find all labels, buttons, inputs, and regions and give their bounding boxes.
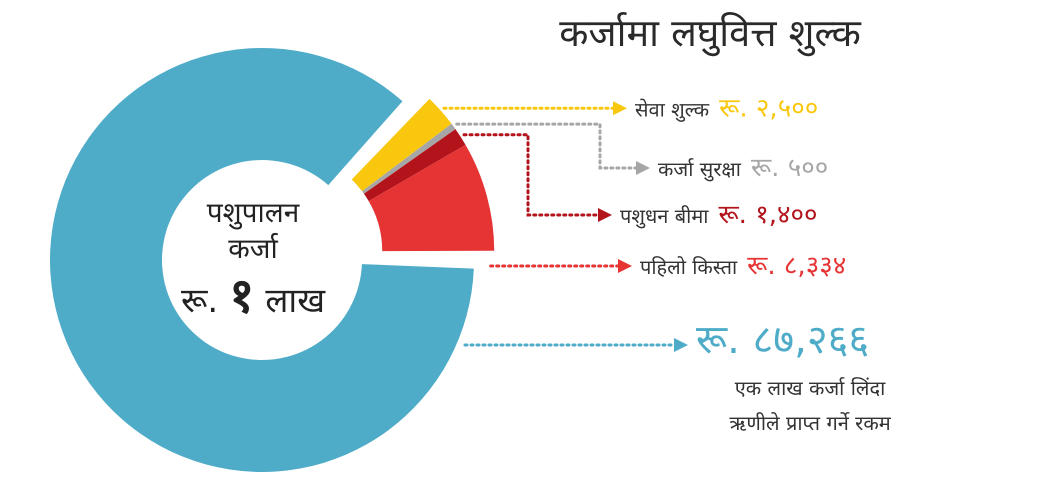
arrow-icon — [598, 208, 612, 222]
slice-value: रू. २,५०० — [719, 93, 818, 123]
slice-label-security: कर्जा सुरक्षा रू. ५०० — [658, 153, 828, 183]
slices-group — [50, 47, 495, 473]
arrow-icon — [674, 338, 688, 352]
slice-security — [362, 123, 456, 194]
center-amount-suffix: लाख — [265, 281, 326, 321]
slice-label-received: रू. ८७,२६६ — [696, 317, 869, 363]
slice-service-fee — [351, 98, 452, 192]
arrow-icon — [613, 101, 627, 116]
callout-line-insurance — [462, 133, 600, 217]
slice-name: कर्जा सुरक्षा — [658, 157, 742, 182]
slice-value: रू. १,४०० — [718, 200, 817, 230]
slice-installment — [368, 144, 495, 252]
slice-value: रू. ५०० — [751, 153, 828, 183]
slice-insurance — [363, 129, 466, 202]
center-amount-prefix: रू. — [181, 281, 218, 321]
slice-received — [50, 47, 474, 473]
center-amount: रू. १ लाख — [181, 268, 326, 324]
callout-line-security — [455, 122, 638, 170]
slice-label-service-fee: सेवा शुल्क रू. २,५०० — [635, 93, 818, 123]
slice-value: रू. ८,३३४ — [747, 251, 846, 281]
received-caption-line2: ऋणीले प्राप्त गर्ने रकम — [729, 411, 891, 435]
arrow-icon — [636, 161, 650, 175]
arrow-icon — [618, 259, 632, 273]
slice-value: रू. ८७,२६६ — [696, 317, 869, 363]
chart-title: कर्जामा लघुवित्त शुल्क — [559, 11, 861, 57]
received-caption-line1: एक लाख कर्जा लिंदा — [735, 376, 886, 400]
slice-name: सेवा शुल्क — [635, 97, 710, 122]
center-amount-number: १ — [229, 268, 254, 324]
slice-label-installment: पहिलो किस्ता रू. ८,३३४ — [640, 251, 846, 281]
slice-label-insurance: पशुधन बीमा रू. १,४०० — [620, 200, 818, 230]
center-label-line2: कर्जा — [228, 232, 279, 265]
center-label: पशुपालन कर्जा रू. १ लाख — [181, 196, 326, 324]
slice-name: पशुधन बीमा — [620, 204, 709, 229]
slice-name: पहिलो किस्ता — [640, 255, 738, 279]
center-label-line1: पशुपालन — [207, 196, 300, 230]
callouts-group: सेवा शुल्क रू. २,५०० कर्जा सुरक्षा रू. ५०० प… — [442, 93, 869, 363]
